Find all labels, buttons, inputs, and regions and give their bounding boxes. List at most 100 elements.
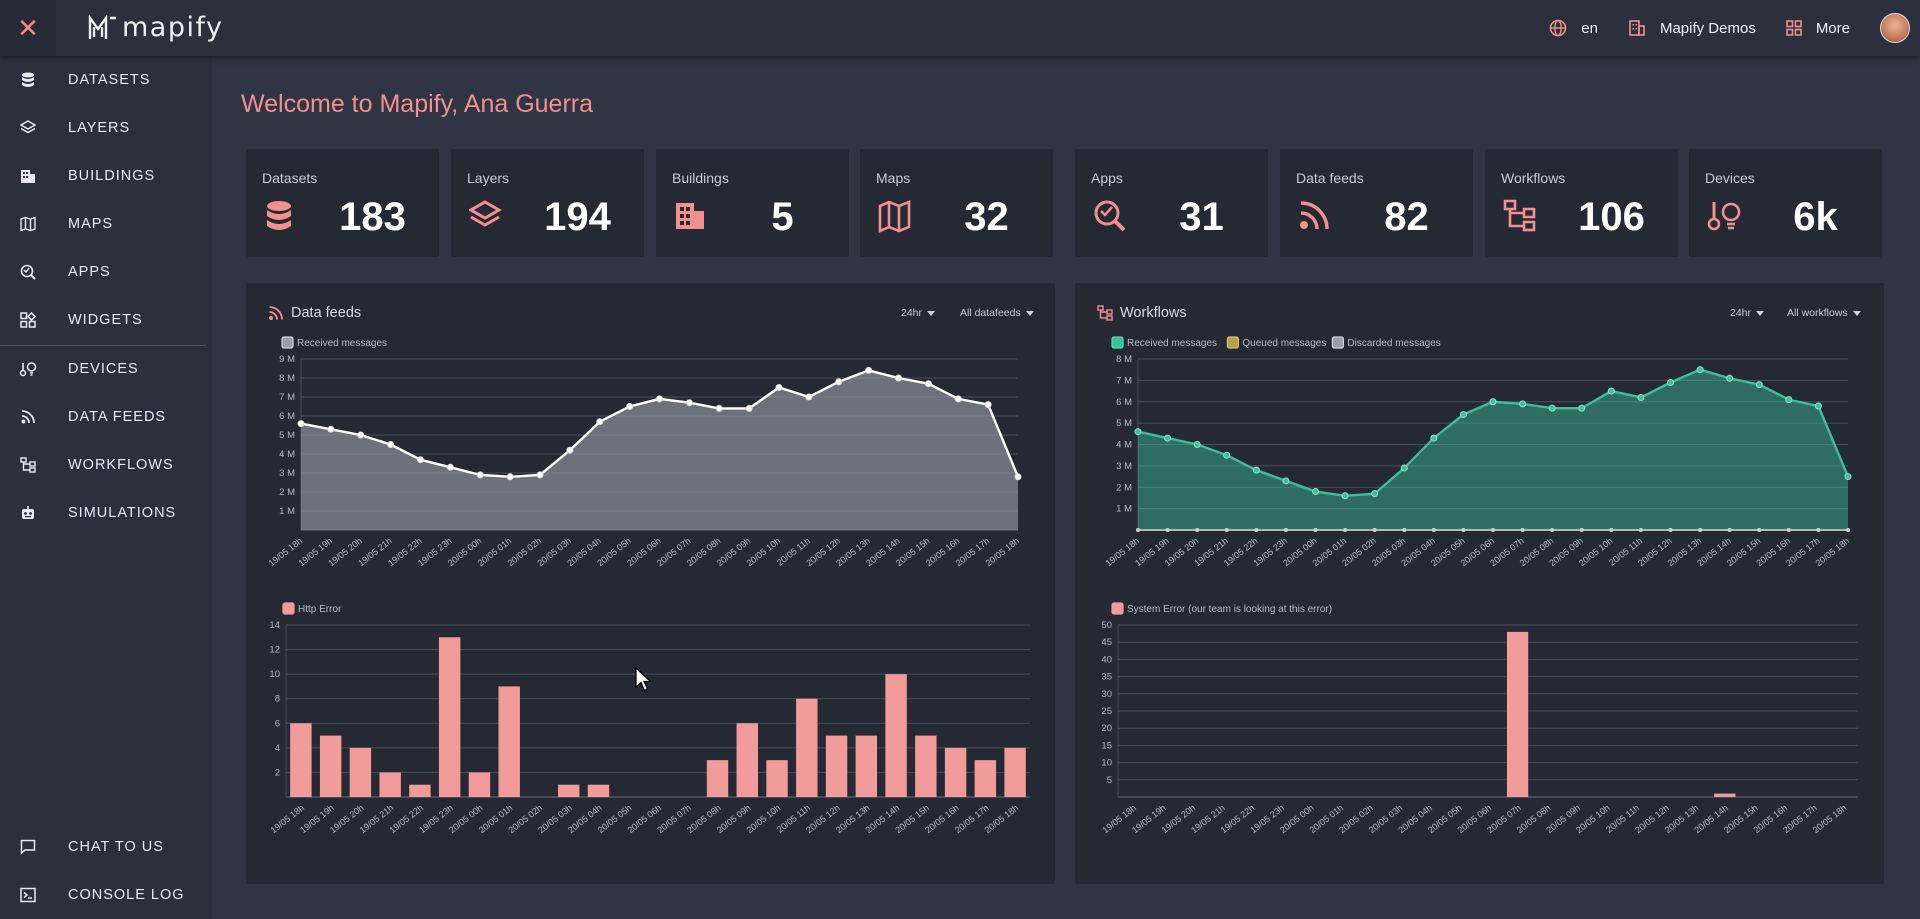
legend-swatch (1331, 336, 1344, 349)
robot-icon (18, 503, 38, 523)
legend-label: System Error (our team is looking at thi… (1127, 604, 1332, 615)
data-point (1313, 528, 1318, 532)
y-tick-label: 50 (1101, 620, 1112, 631)
y-tick-label: 5 M (1116, 418, 1132, 429)
data-point (1372, 528, 1377, 532)
sidebar-item-label: BUILDINGS (68, 168, 156, 184)
layers-icon (18, 118, 38, 138)
stat-card-layers[interactable]: Layers 194 (451, 149, 644, 257)
caret-down-icon (1756, 310, 1765, 316)
legend-label: Queued messages (1242, 338, 1326, 349)
y-tick-label: 8 (275, 694, 280, 705)
data-point (1519, 400, 1527, 408)
sidebar-item-widgets[interactable]: WIDGETS (0, 300, 212, 340)
stat-card-apps[interactable]: Apps 31 (1075, 149, 1268, 257)
y-tick-label: 1 M (279, 506, 295, 517)
close-menu-button[interactable]: ✕ (0, 0, 56, 56)
close-icon: ✕ (17, 12, 39, 43)
workspace-selector[interactable]: Mapify Demos (1628, 19, 1756, 37)
data-point (1134, 428, 1142, 436)
y-tick-label: 3 M (279, 468, 295, 479)
building-icon (1629, 20, 1645, 36)
avatar[interactable] (1880, 13, 1910, 43)
bar (349, 747, 372, 797)
data-point (895, 374, 902, 382)
sidebar-item-layers[interactable]: LAYERS (0, 108, 212, 148)
sidebar-item-devices[interactable]: DEVICES (0, 349, 212, 389)
sidebar-item-chat[interactable]: CHAT TO US (0, 827, 212, 867)
sidebar-item-buildings[interactable]: BUILDINGS (0, 156, 212, 196)
sidebar-item-console-log[interactable]: CONSOLE LOG (0, 875, 212, 915)
data-point (1136, 528, 1140, 532)
data-point (715, 404, 723, 412)
y-tick-label: 40 (1101, 654, 1112, 665)
y-tick-label: 4 M (1116, 440, 1132, 451)
data-point (745, 404, 753, 412)
sidebar-item-label: WORKFLOWS (68, 457, 174, 473)
language-selector[interactable]: en (1549, 19, 1598, 37)
caret-down-icon (1025, 310, 1034, 316)
stat-card-data-feeds[interactable]: Data feeds 82 (1280, 149, 1473, 257)
range-dropdown[interactable]: 24hr (1730, 307, 1765, 319)
sidebar-item-simulations[interactable]: SIMULATIONS (0, 493, 212, 533)
data-point (626, 403, 634, 410)
data-point (1282, 477, 1290, 485)
stat-card-buildings[interactable]: Buildings 5 (656, 149, 849, 257)
data-point (1341, 492, 1349, 500)
data-point (984, 401, 992, 409)
legend-label: Http Error (298, 604, 342, 615)
panel-title: Workflows (1120, 305, 1187, 321)
bar (855, 735, 878, 797)
widgets-icon (18, 310, 38, 330)
filter-value: All workflows (1787, 307, 1848, 319)
bar (379, 772, 401, 797)
logo-text: mapify (122, 12, 224, 43)
bar (825, 735, 848, 797)
filter-value: All datafeeds (960, 307, 1021, 319)
terminal-icon (18, 885, 38, 905)
stat-card-datasets[interactable]: Datasets 183 (246, 149, 439, 257)
data-point (506, 473, 514, 481)
data-point (536, 471, 544, 479)
bar (558, 784, 580, 797)
more-menu[interactable]: More (1786, 20, 1850, 37)
y-tick-label: 12 (269, 645, 280, 656)
data-point (1283, 528, 1288, 532)
stat-card-workflows[interactable]: Workflows 106 (1485, 149, 1678, 257)
workflow-icon (1503, 199, 1536, 232)
sidebar-item-apps[interactable]: APPS (0, 252, 212, 292)
range-dropdown[interactable]: 24hr (901, 307, 936, 319)
x-tick-label: 20/05 18h (983, 803, 1021, 836)
stat-label: Buildings (672, 170, 729, 186)
sidebar-item-maps[interactable]: MAPS (0, 204, 212, 244)
data-point (566, 446, 574, 454)
stat-card-devices[interactable]: Devices 6k (1689, 149, 1882, 257)
stat-card-maps[interactable]: Maps 32 (860, 149, 1053, 257)
data-point (1785, 396, 1793, 404)
stat-value: 194 (544, 195, 611, 239)
workflow-filter-dropdown[interactable]: All workflows (1787, 307, 1861, 319)
stat-value: 31 (1179, 195, 1224, 239)
legend-swatch (1226, 336, 1239, 349)
sidebar-item-data-feeds[interactable]: DATA FEEDS (0, 397, 212, 437)
data-point (685, 399, 693, 407)
bar (1004, 747, 1026, 797)
data-point (1846, 528, 1850, 532)
datafeed-filter-dropdown[interactable]: All datafeeds (960, 307, 1034, 319)
sidebar-item-label: LAYERS (68, 120, 131, 136)
sidebar-item-datasets[interactable]: DATASETS (0, 60, 212, 100)
data-point (1520, 528, 1525, 532)
stat-value: 183 (339, 195, 406, 239)
data-point (1252, 466, 1260, 474)
y-tick-label: 8 M (279, 373, 295, 384)
data-point (1400, 464, 1408, 472)
data-point (1224, 528, 1229, 532)
data-point (1431, 528, 1436, 532)
data-point (1579, 528, 1584, 532)
sidebar-item-workflows[interactable]: WORKFLOWS (0, 445, 212, 485)
y-tick-label: 6 (275, 718, 280, 729)
workflow-icon (1097, 305, 1113, 321)
logo[interactable]: mapify (88, 12, 224, 43)
y-tick-label: 9 M (279, 354, 295, 365)
